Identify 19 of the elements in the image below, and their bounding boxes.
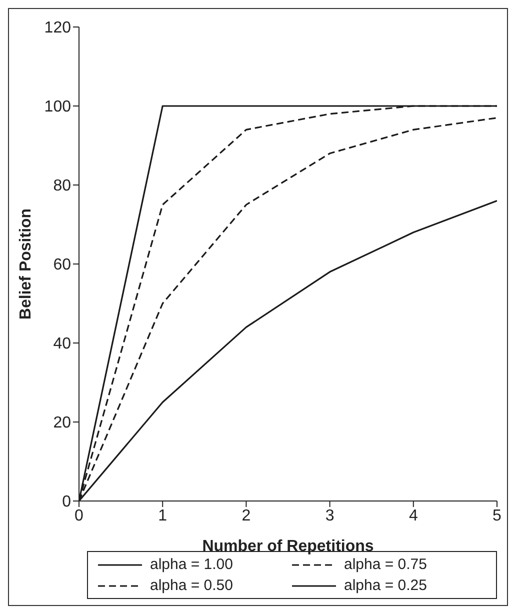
x-tick-label: 4 [408, 507, 418, 524]
x-tick-label: 3 [325, 507, 334, 524]
y-tick-label: 40 [53, 336, 72, 353]
y-tick-label: 80 [53, 178, 72, 195]
x-tick-label: 5 [492, 507, 502, 524]
y-tick-label: 20 [53, 414, 72, 432]
y-tick-label: 100 [44, 98, 72, 116]
x-tick-label: 0 [74, 507, 84, 524]
legend-label: alpha = 0.75 [344, 556, 427, 573]
legend-label: alpha = 1.00 [150, 556, 233, 573]
x-tick-label: 2 [242, 507, 251, 524]
y-axis-title: Belief Position [18, 208, 35, 320]
x-axis-title: Number of Repetitions [202, 538, 374, 555]
y-tick-label: 120 [44, 20, 72, 37]
y-tick-label: 60 [53, 256, 72, 274]
legend-label: alpha = 0.25 [344, 577, 427, 594]
legend-label: alpha = 0.50 [150, 577, 233, 594]
y-tick-label: 0 [62, 494, 72, 511]
x-tick-label: 1 [158, 507, 168, 524]
